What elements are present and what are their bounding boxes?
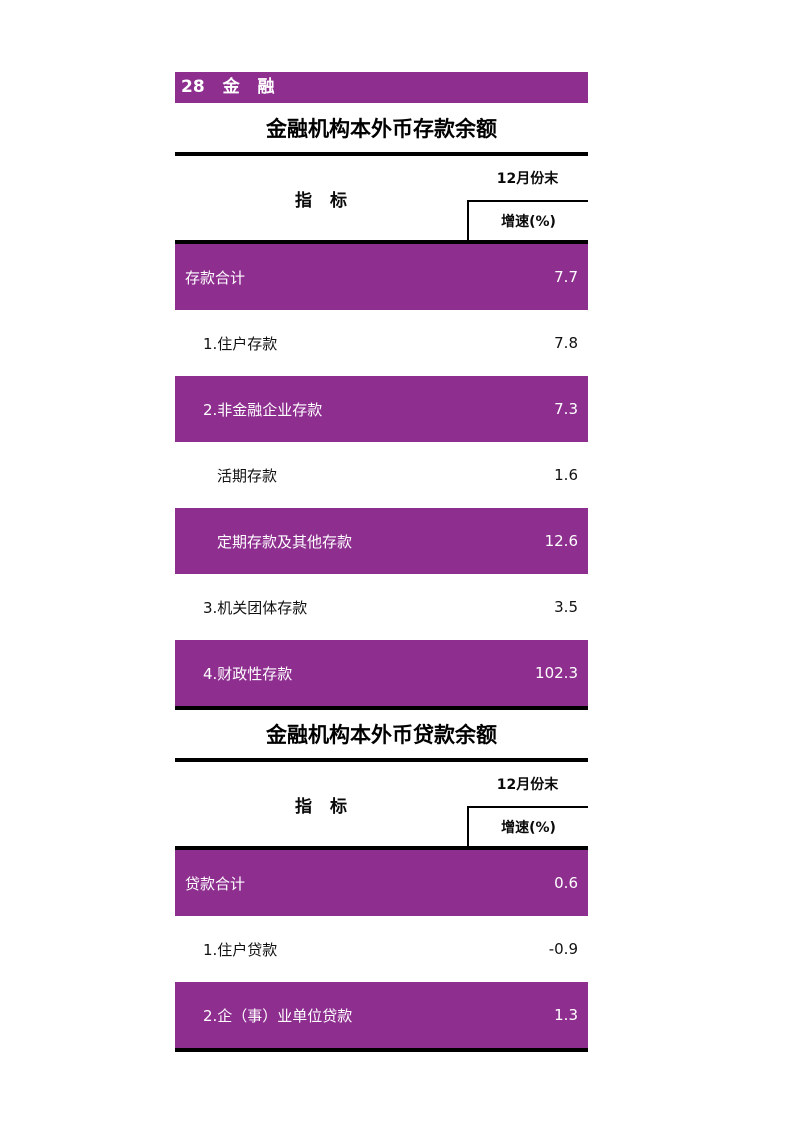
period-label: 12月份末 [496,171,559,187]
deposits-table-header: 指 标 12月份末 增速(%) [175,152,588,244]
period-column-header: 12月份末 增速(%) [467,156,588,240]
row-value: 12.6 [544,532,578,550]
row-label: 2.非金融企业存款 [203,400,323,419]
row-label: 存款合计 [185,268,246,287]
row-value: 1.6 [554,466,578,484]
section-header-label: 28 金 融 [181,77,275,97]
table-row: 1.住户贷款 -0.9 [175,916,588,982]
row-label: 2.企（事）业单位贷款 [203,1006,353,1025]
table-row: 存款合计 7.7 [175,244,588,310]
table-row: 活期存款 1.6 [175,442,588,508]
row-value: 7.3 [554,400,578,418]
row-value: 102.3 [535,664,578,682]
loans-table-title: 金融机构本外币贷款余额 [266,723,497,747]
section-header-bar: 28 金 融 [175,72,588,103]
period-label: 12月份末 [496,777,559,793]
row-value: 1.3 [554,1006,578,1024]
indicator-column-header: 指 标 [295,190,347,211]
deposits-table-title: 金融机构本外币存款余额 [266,116,497,141]
row-value: 7.8 [554,334,578,352]
row-label: 贷款合计 [185,874,246,893]
row-label: 1.住户贷款 [203,940,278,959]
row-label: 4.财政性存款 [203,664,293,683]
table-row: 贷款合计 0.6 [175,850,588,916]
growth-rate-label: 增速(%) [467,200,588,240]
table-row: 3.机关团体存款 3.5 [175,574,588,640]
loans-table-header: 指 标 12月份末 增速(%) [175,758,588,850]
table-row: 1.住户存款 7.8 [175,310,588,376]
row-label: 1.住户存款 [203,334,278,353]
growth-rate-label: 增速(%) [467,806,588,846]
row-value: 7.7 [554,268,578,286]
loans-table-rows: 贷款合计 0.6 1.住户贷款 -0.9 2.企（事）业单位贷款 1.3 [175,850,588,1052]
deposits-table-rows: 存款合计 7.7 1.住户存款 7.8 2.非金融企业存款 7.3 活期存款 1… [175,244,588,710]
row-value: 0.6 [554,874,578,892]
content-column: 28 金 融 金融机构本外币存款余额 指 标 12月份末 增速(%) 存款合计 … [175,72,588,1052]
period-column-header: 12月份末 增速(%) [467,762,588,846]
table-row: 2.企（事）业单位贷款 1.3 [175,982,588,1048]
table-row: 定期存款及其他存款 12.6 [175,508,588,574]
row-label: 3.机关团体存款 [203,598,308,617]
indicator-column-header: 指 标 [295,796,347,817]
table-row: 4.财政性存款 102.3 [175,640,588,706]
row-label: 定期存款及其他存款 [217,532,353,551]
table-row: 2.非金融企业存款 7.3 [175,376,588,442]
row-value: 3.5 [554,598,578,616]
row-label: 活期存款 [217,466,278,485]
row-value: -0.9 [548,940,578,958]
